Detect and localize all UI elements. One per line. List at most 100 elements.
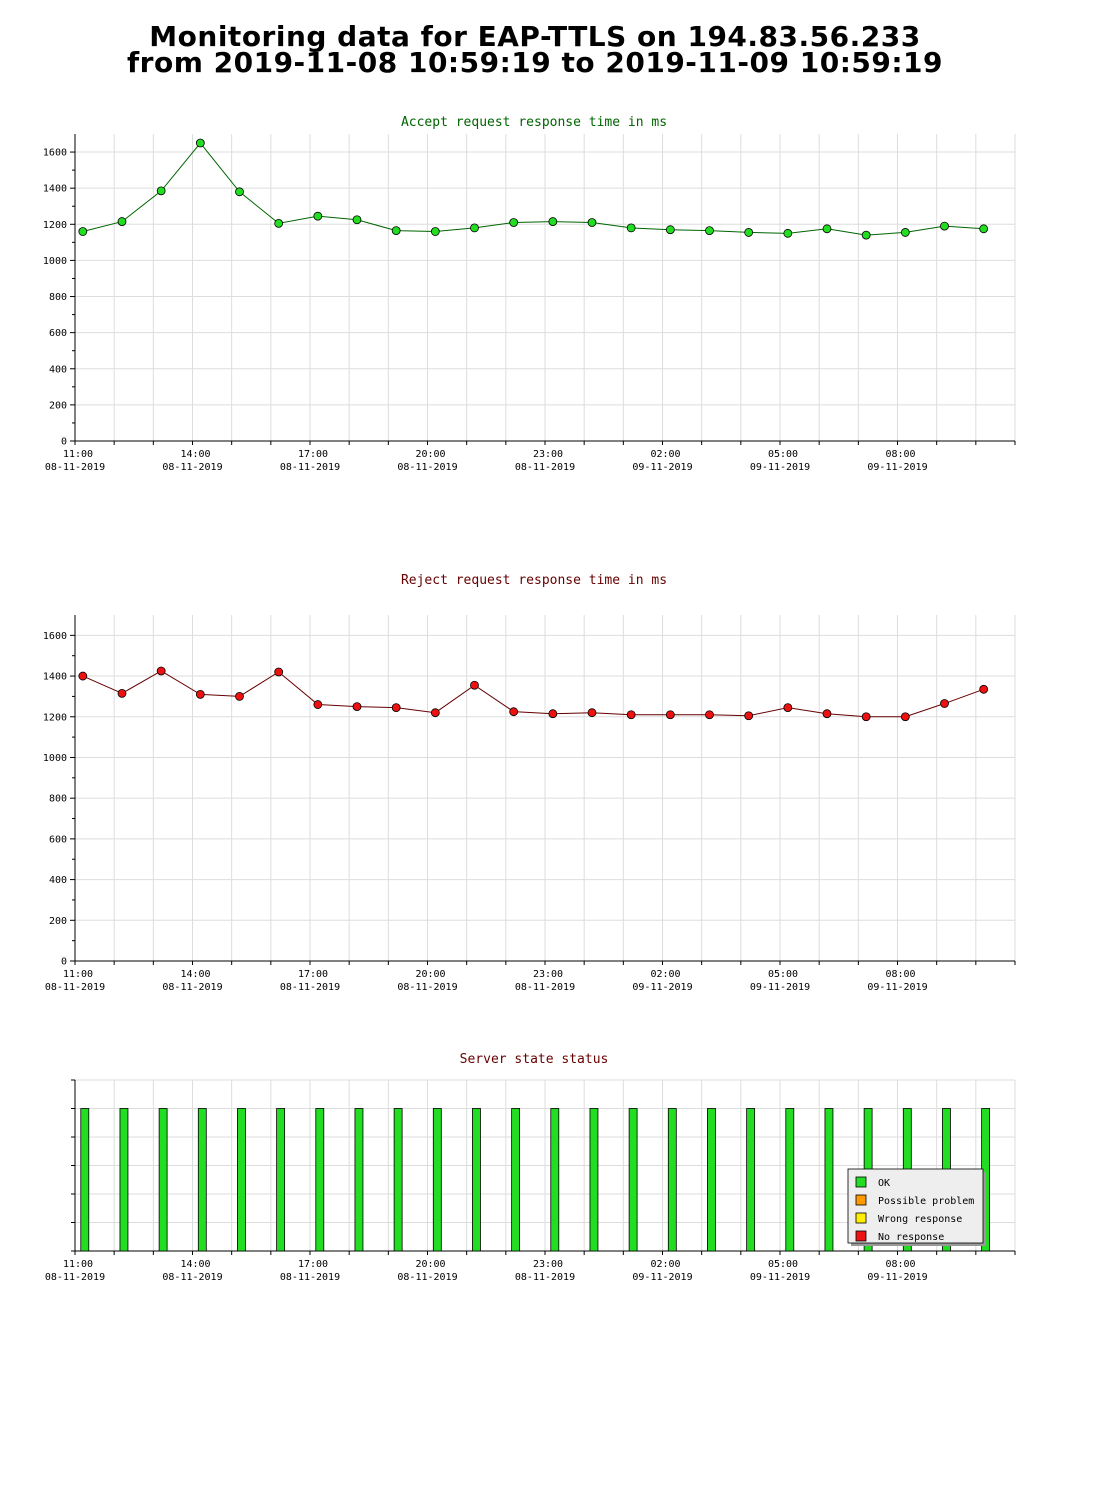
accept-x-tick-date: 09-11-2019: [632, 462, 692, 473]
page-title-line-1: Monitoring data for EAP-TTLS on 194.83.5…: [149, 20, 921, 53]
accept-data-point: [430, 227, 440, 236]
reject-x-tick-time: 08:00: [885, 969, 915, 980]
status-legend-swatch: [855, 1212, 867, 1224]
accept-x-tick-date: 08-11-2019: [162, 462, 222, 473]
reject-data-point: [352, 702, 362, 711]
status-x-tick-date: 08-11-2019: [45, 1272, 105, 1283]
accept-x-tick-time: 20:00: [415, 449, 445, 460]
accept-y-tick-label: 1000: [43, 256, 67, 267]
accept-x-tick-time: 23:00: [533, 449, 563, 460]
reject-x-tick-date: 09-11-2019: [632, 982, 692, 993]
reject-data-point: [587, 708, 597, 718]
status-x-tick-date: 08-11-2019: [280, 1272, 340, 1283]
accept-data-point: [548, 217, 558, 226]
accept-data-point: [861, 230, 871, 240]
reject-x-tick-date: 08-11-2019: [515, 982, 575, 993]
reject-x-tick-date: 09-11-2019: [750, 982, 810, 993]
accept-y-tick-label: 400: [49, 364, 67, 375]
accept-y-tick-label: 200: [49, 400, 67, 411]
reject-x-tick-date: 08-11-2019: [280, 982, 340, 993]
reject-data-point: [156, 666, 166, 676]
accept-y-tick-label: 1200: [43, 220, 67, 231]
status-x-tick-date: 09-11-2019: [750, 1272, 810, 1283]
status-x-tick-time: 02:00: [650, 1259, 680, 1270]
accept-data-point: [940, 221, 949, 231]
status-status-bar: [276, 1108, 286, 1252]
reject-x-tick-time: 11:00: [63, 969, 93, 980]
reject-y-tick-label: 400: [49, 875, 67, 886]
accept-data-point: [822, 224, 832, 234]
reject-data-point: [470, 680, 479, 690]
reject-data-point: [313, 700, 323, 709]
accept-title: Accept request response time in ms: [401, 115, 667, 130]
reject-x-tick-time: 23:00: [533, 969, 563, 980]
status-x-tick-time: 11:00: [63, 1259, 93, 1270]
status-x-tick-date: 08-11-2019: [397, 1272, 457, 1283]
status-status-bar: [785, 1108, 795, 1252]
status-x-tick-time: 14:00: [180, 1259, 210, 1270]
accept-data-point: [626, 223, 636, 233]
accept-data-point: [78, 227, 88, 236]
reject-y-tick-label: 1200: [43, 712, 67, 723]
reject-y-tick-label: 200: [49, 916, 67, 927]
accept-x-tick-date: 08-11-2019: [280, 462, 340, 473]
status-x-tick-date: 08-11-2019: [162, 1272, 222, 1283]
reject-x-tick-time: 14:00: [180, 969, 210, 980]
reject-data-point: [900, 712, 910, 722]
status-status-bar: [432, 1108, 442, 1252]
reject-data-point: [430, 708, 440, 718]
status-title: Server state status: [460, 1052, 609, 1067]
accept-x-tick-time: 02:00: [650, 449, 680, 460]
status-x-tick-time: 20:00: [415, 1259, 445, 1270]
accept-x-tick-date: 08-11-2019: [397, 462, 457, 473]
status-status-bar: [667, 1108, 677, 1252]
reject-y-tick-label: 1400: [43, 672, 67, 683]
accept-data-point: [783, 228, 793, 238]
accept-data-point: [587, 218, 597, 227]
status-x-tick-time: 08:00: [885, 1259, 915, 1270]
reject-x-tick-date: 08-11-2019: [162, 982, 222, 993]
accept-data-point: [705, 226, 714, 236]
reject-y-tick-label: 800: [49, 794, 67, 805]
status-status-bar: [158, 1108, 168, 1252]
accept-data-point: [744, 228, 754, 237]
reject-response-chart: 0 200 400 600 800 1000 1200 1400 1600 11:00 08-11-…: [43, 573, 1016, 993]
accept-x-tick-date: 08-11-2019: [515, 462, 575, 473]
accept-x-tick-time: 14:00: [180, 449, 210, 460]
accept-x-tick-time: 17:00: [298, 449, 328, 460]
status-status-bar: [80, 1108, 90, 1252]
status-status-bar: [824, 1108, 834, 1252]
reject-data-point: [626, 710, 636, 720]
reject-series-line: [82, 670, 984, 718]
page-title: Monitoring data for EAP-TTLS on 194.83.5…: [0, 20, 1070, 77]
reject-data-point: [861, 712, 871, 722]
status-status-bar: [472, 1108, 481, 1252]
reject-data-point: [548, 709, 558, 719]
reject-x-tick-date: 08-11-2019: [397, 982, 457, 993]
status-x-tick-time: 05:00: [768, 1259, 798, 1270]
accept-response-chart: 0 200 400 600 800 1000 1200 1400 1600 11:00 08-11-…: [43, 115, 1016, 473]
accept-y-tick-label: 0: [61, 437, 67, 448]
accept-y-tick-label: 800: [49, 292, 67, 303]
reject-data-point: [117, 688, 127, 698]
status-status-bar: [550, 1108, 560, 1252]
accept-series-line: [82, 142, 984, 236]
accept-x-tick-time: 11:00: [63, 449, 93, 460]
status-status-bar: [393, 1108, 403, 1252]
status-legend-swatch: [855, 1230, 867, 1242]
accept-data-point: [509, 218, 519, 227]
accept-data-point: [470, 223, 479, 233]
accept-y-tick-label: 600: [49, 328, 67, 339]
reject-x-tick-time: 02:00: [650, 969, 680, 980]
status-legend-label: No response: [878, 1232, 944, 1243]
status-status-bar: [511, 1108, 521, 1252]
reject-data-point: [744, 711, 754, 721]
reject-data-point: [822, 709, 832, 719]
status-status-bar: [707, 1108, 716, 1252]
status-status-bar: [119, 1108, 129, 1252]
status-legend-swatch: [855, 1176, 867, 1188]
reject-data-point: [78, 671, 88, 681]
accept-data-point: [313, 211, 323, 221]
status-x-tick-time: 23:00: [533, 1259, 563, 1270]
